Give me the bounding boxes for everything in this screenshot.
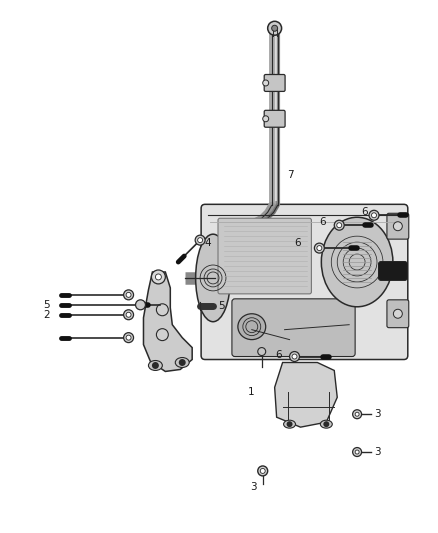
Polygon shape xyxy=(144,272,192,372)
Circle shape xyxy=(198,238,203,243)
Ellipse shape xyxy=(148,360,162,370)
Circle shape xyxy=(152,362,159,369)
Circle shape xyxy=(393,222,403,231)
Circle shape xyxy=(179,359,186,366)
Circle shape xyxy=(260,469,265,473)
Ellipse shape xyxy=(196,234,230,322)
Text: 6: 6 xyxy=(294,238,301,248)
Circle shape xyxy=(323,421,329,427)
Circle shape xyxy=(124,333,134,343)
Text: 3: 3 xyxy=(374,409,381,419)
Text: 1: 1 xyxy=(248,387,254,397)
Ellipse shape xyxy=(321,217,393,307)
Circle shape xyxy=(286,421,293,427)
Text: 5: 5 xyxy=(218,301,225,311)
Circle shape xyxy=(355,412,359,416)
Polygon shape xyxy=(275,362,337,427)
Text: 3: 3 xyxy=(374,447,381,457)
FancyBboxPatch shape xyxy=(232,299,355,357)
Circle shape xyxy=(263,80,268,86)
Text: 6: 6 xyxy=(276,350,282,360)
Ellipse shape xyxy=(283,420,296,428)
FancyBboxPatch shape xyxy=(378,262,407,280)
Circle shape xyxy=(369,211,379,220)
Circle shape xyxy=(156,304,168,316)
Text: 6: 6 xyxy=(319,217,326,227)
Circle shape xyxy=(156,329,168,341)
Circle shape xyxy=(124,310,134,320)
Text: 5: 5 xyxy=(43,300,50,310)
Circle shape xyxy=(126,312,131,317)
Circle shape xyxy=(268,21,282,35)
Circle shape xyxy=(263,116,268,122)
Circle shape xyxy=(353,410,362,419)
Circle shape xyxy=(337,223,342,228)
Circle shape xyxy=(292,354,297,359)
FancyBboxPatch shape xyxy=(264,75,285,92)
FancyBboxPatch shape xyxy=(387,213,409,239)
FancyBboxPatch shape xyxy=(218,218,311,294)
Circle shape xyxy=(258,348,266,356)
Circle shape xyxy=(152,270,165,284)
Ellipse shape xyxy=(320,420,332,428)
Ellipse shape xyxy=(175,358,189,367)
FancyBboxPatch shape xyxy=(201,204,408,360)
Circle shape xyxy=(314,243,324,253)
Circle shape xyxy=(290,352,300,361)
Circle shape xyxy=(126,293,131,297)
Circle shape xyxy=(258,466,268,476)
FancyBboxPatch shape xyxy=(264,110,285,127)
Circle shape xyxy=(393,309,403,318)
Circle shape xyxy=(317,246,322,251)
Circle shape xyxy=(135,300,145,310)
Text: 2: 2 xyxy=(43,310,50,320)
Text: 6: 6 xyxy=(361,207,368,217)
FancyBboxPatch shape xyxy=(387,300,409,328)
Circle shape xyxy=(155,274,161,280)
Circle shape xyxy=(353,448,362,456)
Circle shape xyxy=(334,220,344,230)
Circle shape xyxy=(126,335,131,340)
Circle shape xyxy=(371,213,377,218)
Text: 4: 4 xyxy=(204,238,211,248)
Circle shape xyxy=(272,25,278,31)
Circle shape xyxy=(124,290,134,300)
Text: 3: 3 xyxy=(250,482,256,492)
Circle shape xyxy=(355,450,359,454)
Circle shape xyxy=(195,235,205,245)
Ellipse shape xyxy=(238,314,266,340)
Text: 7: 7 xyxy=(288,171,294,181)
